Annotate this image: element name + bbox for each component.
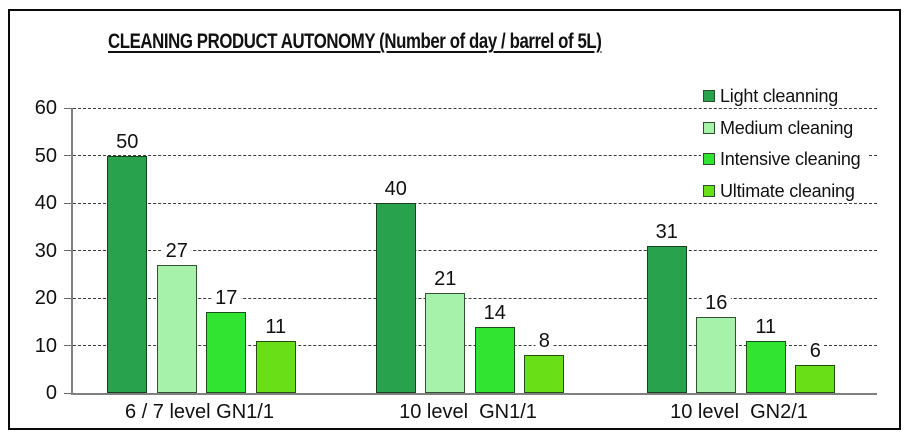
bar: [524, 355, 565, 393]
bar: [745, 340, 786, 393]
bar: [646, 245, 687, 393]
y-tick-label: 0: [45, 382, 57, 404]
y-axis-tick: [64, 392, 71, 394]
bar: [206, 312, 247, 393]
bar: [696, 317, 737, 393]
plot-area: 50 27 17 11 40 21 14 8 31 16 11 6: [64, 107, 877, 395]
gridline: [73, 250, 877, 251]
x-category-label: 10 level GN1/1: [399, 401, 537, 423]
bar: [156, 264, 197, 393]
legend-label: Light cleanning: [720, 86, 839, 106]
x-axis-labels: 6 / 7 level GN1/1 10 level GN1/1 10 level …: [0, 401, 907, 427]
y-axis-tick: [64, 297, 71, 299]
legend-swatch-icon: [703, 121, 715, 134]
bar: [425, 293, 466, 393]
y-axis-tick: [64, 107, 71, 109]
legend-label: Medium cleaning: [720, 117, 854, 138]
bar-value-label: 40: [381, 179, 410, 199]
gridline: [73, 107, 877, 109]
y-tick-label: 40: [34, 192, 57, 214]
bar: [474, 326, 515, 393]
legend-label: Ultimate cleaning: [720, 180, 855, 201]
y-axis-tick: [64, 155, 71, 156]
y-axis: 0 10 20 30 40 50 60: [0, 98, 57, 403]
bar: [107, 155, 148, 393]
bar-value-label: 31: [652, 221, 681, 242]
bar-value-label: 11: [752, 316, 780, 337]
legend-swatch-icon: [703, 153, 715, 165]
bar-value-label: 14: [480, 302, 509, 323]
bar-value-label: 8: [535, 331, 553, 351]
bar: [795, 364, 836, 393]
bar-value-label: 50: [113, 131, 142, 152]
y-tick-label: 10: [34, 334, 57, 357]
legend-item: Light cleanning: [701, 84, 845, 108]
bar: [375, 203, 416, 393]
bar-value-label: 16: [702, 293, 731, 313]
y-axis-tick: [64, 250, 71, 251]
legend-item: Medium cleaning: [701, 115, 860, 140]
bar-value-label: 21: [431, 269, 460, 290]
bar-value-label: 17: [212, 288, 241, 309]
legend-item: Intensive cleaning: [701, 147, 867, 171]
gridline: [73, 202, 877, 204]
y-tick-label: 30: [34, 239, 57, 262]
chart-title: CLEANING PRODUCT AUTONOMY (Number of day…: [108, 30, 602, 53]
bar-value-label: 11: [262, 316, 290, 337]
x-category-label: 10 level GN2/1: [670, 401, 808, 423]
legend-label: Intensive cleaning: [720, 149, 861, 169]
legend-swatch-icon: [703, 184, 715, 197]
gridline: [73, 297, 877, 299]
bar: [255, 340, 296, 393]
y-axis-tick: [64, 345, 71, 346]
y-tick-label: 20: [34, 287, 57, 309]
bar-value-label: 27: [162, 240, 191, 261]
y-tick-label: 50: [34, 144, 57, 167]
bar-value-label: 6: [806, 340, 824, 361]
y-axis-tick: [64, 202, 71, 204]
legend-item: Ultimate cleaning: [701, 178, 861, 203]
legend-swatch-icon: [703, 90, 715, 102]
y-tick-label: 60: [34, 97, 57, 119]
gridline: [73, 155, 877, 156]
x-category-label: 6 / 7 level GN1/1: [125, 401, 274, 423]
